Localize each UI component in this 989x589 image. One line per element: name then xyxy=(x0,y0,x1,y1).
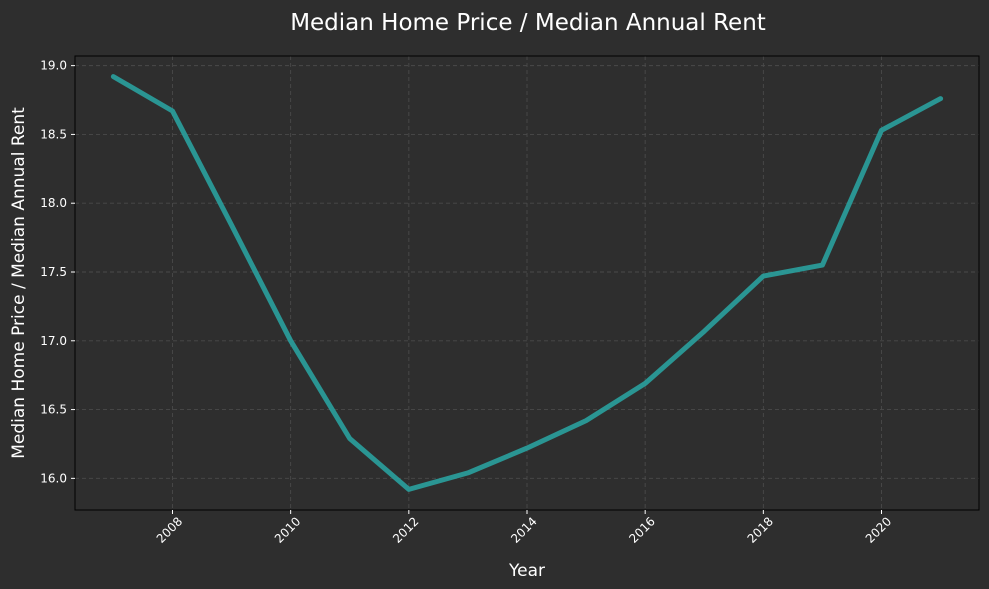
x-tick-label: 2020 xyxy=(863,514,894,545)
x-tick-label: 2016 xyxy=(626,514,657,545)
series-line xyxy=(110,74,944,492)
chart-title: Median Home Price / Median Annual Rent xyxy=(290,10,766,36)
series-layer xyxy=(110,74,944,492)
y-tick-label: 18.5 xyxy=(40,127,67,141)
x-axis-label: Year xyxy=(508,561,545,581)
x-tick-label: 2012 xyxy=(390,514,421,545)
x-tick-label: 2010 xyxy=(272,514,303,545)
y-tick-label: 19.0 xyxy=(40,59,67,73)
x-tick-label: 2018 xyxy=(745,514,776,545)
y-tick-label: 17.5 xyxy=(40,265,67,279)
x-tick-label: 2008 xyxy=(154,514,185,545)
x-tick-label: 2014 xyxy=(508,514,539,545)
y-tick-label: 18.0 xyxy=(40,196,67,210)
grid-lines xyxy=(75,56,979,510)
y-tick-label: 16.0 xyxy=(40,471,67,485)
y-axis-label: Median Home Price / Median Annual Rent xyxy=(9,107,29,459)
y-tick-label: 17.0 xyxy=(40,334,67,348)
y-tick-label: 16.5 xyxy=(40,403,67,417)
